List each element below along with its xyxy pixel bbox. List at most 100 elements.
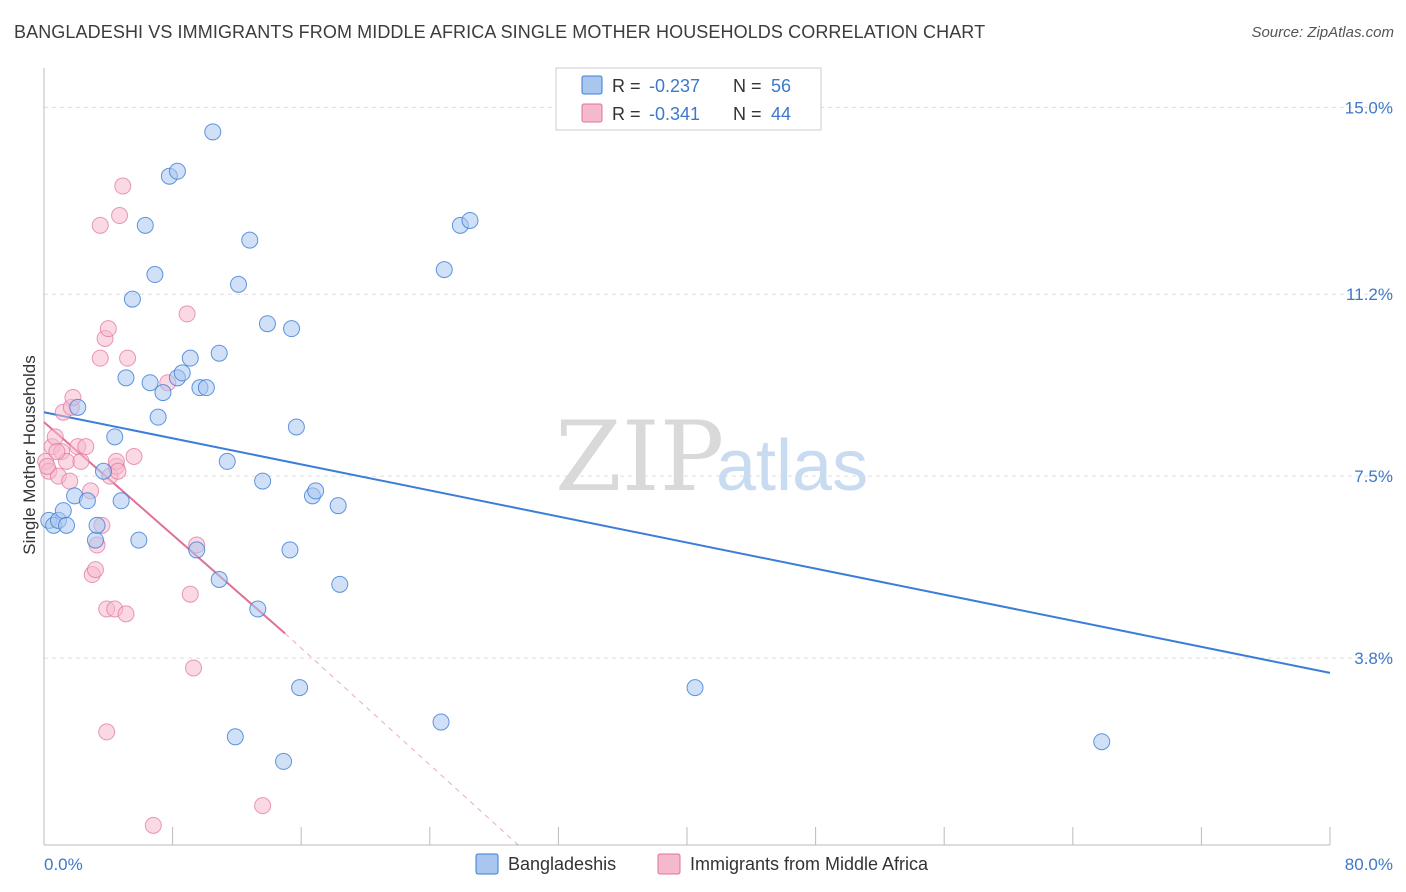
data-point-bangladeshis [432,713,450,731]
data-point-bangladeshis [435,261,453,279]
data-point-bangladeshis [283,320,301,338]
data-point-bangladeshis [210,570,228,588]
x-tick-label-max: 80.0% [1345,855,1393,874]
data-point-bangladeshis [154,384,172,402]
legend-swatch-pink [581,103,603,123]
legend-n-label-2: N = [733,104,762,124]
data-point-bangladeshis [329,497,347,515]
data-point-immigrants [99,320,117,338]
data-point-bangladeshis [117,369,135,387]
data-point-immigrants [119,349,137,367]
series-bangladeshis [40,123,1111,770]
data-point-bangladeshis [281,541,299,559]
data-point-immigrants [61,472,79,490]
legend-r-label-1: R = [612,76,641,96]
legend-swatch-blue [581,75,603,95]
y-tick-label: 7.5% [1354,467,1393,486]
data-point-bangladeshis [112,492,130,510]
legend-n-value-1: 56 [771,76,791,96]
x-tick-label-min: 0.0% [44,855,83,874]
data-point-bangladeshis [54,502,72,520]
data-point-bangladeshis [146,266,164,284]
chart-title: BANGLADESHI VS IMMIGRANTS FROM MIDDLE AF… [14,22,986,42]
data-point-immigrants [114,177,132,195]
data-point-bangladeshis [149,408,167,426]
data-point-bangladeshis [88,516,106,534]
grid [44,106,1393,659]
bottom-legend-swatch-pink [657,853,681,875]
data-point-bangladeshis [275,752,293,770]
y-tick-label: 15.0% [1345,98,1393,117]
data-point-bangladeshis [204,123,222,141]
data-point-immigrants [178,305,196,323]
legend-box: R = -0.237 N = 56 R = -0.341 N = 44 [555,67,822,131]
data-point-bangladeshis [461,211,479,229]
data-point-immigrants [184,659,202,677]
data-point-bangladeshis [123,290,141,308]
series-immigrants-from-middle-africa [37,177,272,834]
data-point-bangladeshis [686,679,704,697]
bottom-legend-label-immigrants: Immigrants from Middle Africa [690,854,929,874]
data-point-bangladeshis [258,315,276,333]
data-point-immigrants [125,448,143,465]
data-point-bangladeshis [226,728,244,746]
data-point-bangladeshis [188,541,206,559]
data-point-bangladeshis [210,344,228,362]
data-point-immigrants [98,723,116,741]
data-point-bangladeshis [106,428,124,446]
data-point-bangladeshis [168,162,186,180]
bottom-legend-label-bangladeshis: Bangladeshis [508,854,616,874]
bottom-legend-swatch-blue [475,853,499,875]
data-point-bangladeshis [136,216,154,234]
data-point-immigrants [72,452,90,470]
watermark-atlas: atlas [716,426,868,506]
source-credit: Source: ZipAtlas.com [1251,24,1394,41]
data-point-bangladeshis [94,462,112,480]
legend-r-value-1: -0.237 [649,76,700,96]
data-point-bangladeshis [230,275,248,293]
y-tick-labels: 3.8% 7.5% 11.2% 15.0% [1345,98,1393,668]
data-point-bangladeshis [141,374,159,392]
data-point-immigrants [91,216,109,234]
data-point-bangladeshis [254,472,272,490]
y-tick-label: 11.2% [1346,285,1393,304]
legend-n-value-2: 44 [771,104,791,124]
data-point-bangladeshis [307,482,325,500]
data-point-immigrants [91,349,109,367]
watermark-zip: ZIP [555,401,724,513]
data-point-bangladeshis [287,418,305,436]
data-point-bangladeshis [197,379,215,397]
data-point-bangladeshis [78,492,96,510]
data-point-immigrants [144,816,162,834]
data-point-bangladeshis [69,398,87,416]
data-point-immigrants [254,797,272,815]
data-point-immigrants [46,428,64,446]
data-point-immigrants [109,462,127,480]
y-axis-label: Single Mother Households [20,355,39,554]
bottom-legend: Bangladeshis Immigrants from Middle Afri… [475,853,929,875]
data-point-immigrants [181,585,199,603]
data-point-bangladeshis [291,679,309,697]
legend-r-value-2: -0.341 [649,104,700,124]
data-point-bangladeshis [58,516,76,534]
data-point-bangladeshis [86,531,104,549]
data-point-bangladeshis [241,231,259,249]
trend-line-immigrants-extension [284,633,519,846]
legend-r-label-2: R = [612,104,641,124]
data-point-bangladeshis [181,349,199,367]
data-point-bangladeshis [218,452,236,470]
data-point-immigrants [48,443,66,461]
data-point-immigrants [77,438,95,456]
data-point-immigrants [111,207,129,225]
legend-n-label-1: N = [733,76,762,96]
data-point-bangladeshis [1093,733,1111,751]
data-point-bangladeshis [249,600,267,618]
data-point-immigrants [86,561,104,579]
data-point-bangladeshis [331,575,349,593]
trend-line-bangladeshis [43,411,1331,674]
x-ticks [43,827,1331,845]
data-point-immigrants [117,605,135,623]
data-point-bangladeshis [130,531,148,549]
data-point-bangladeshis [173,364,191,382]
